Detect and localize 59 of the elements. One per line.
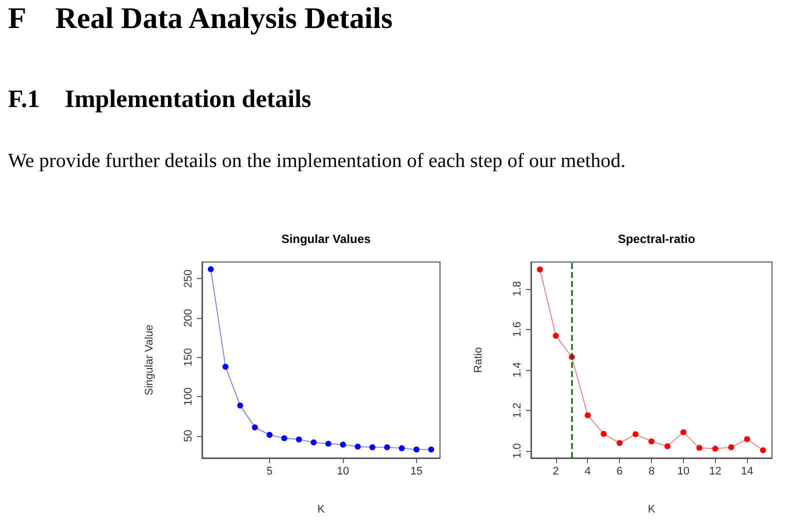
point xyxy=(208,266,214,272)
point xyxy=(325,440,332,447)
point xyxy=(728,444,734,450)
point xyxy=(384,444,390,450)
point xyxy=(616,440,623,446)
point xyxy=(237,402,244,409)
x-tick-label: 2 xyxy=(552,466,559,478)
y-tick-label: 100 xyxy=(182,387,194,406)
x-tick-label: 10 xyxy=(677,466,690,478)
point xyxy=(632,431,639,438)
point xyxy=(369,444,376,450)
point xyxy=(222,364,229,370)
point xyxy=(584,412,591,418)
point xyxy=(648,438,654,444)
y-axis-title: Ratio xyxy=(472,347,484,373)
point xyxy=(340,442,346,448)
x-tick-label: 10 xyxy=(336,466,350,478)
point xyxy=(600,430,607,437)
x-tick-label: 4 xyxy=(584,466,591,478)
y-tick-label: 1.4 xyxy=(512,362,524,378)
point xyxy=(680,429,686,436)
point xyxy=(252,424,258,430)
point xyxy=(536,266,543,272)
point xyxy=(696,444,702,451)
y-tick-label: 1.0 xyxy=(512,443,524,459)
x-axis-title: K xyxy=(317,504,326,516)
point xyxy=(760,447,766,454)
text: F Real Data Analysis Details xyxy=(8,2,393,36)
text: F.1 Implementation details xyxy=(8,86,312,114)
x-tick-label: 5 xyxy=(266,466,273,478)
point xyxy=(398,445,405,452)
y-tick-label: 1.2 xyxy=(512,402,524,418)
point xyxy=(296,436,302,442)
y-tick-label: 1.8 xyxy=(512,281,524,296)
y-tick-label: 1.6 xyxy=(512,322,524,337)
y-tick-label: 150 xyxy=(182,348,194,366)
x-tick-label: 12 xyxy=(709,466,722,478)
text: We provide further details on the implementation of each step of our method. xyxy=(8,150,626,173)
point xyxy=(354,444,361,450)
point xyxy=(664,443,670,450)
y-axis-title: Singular Value xyxy=(144,324,156,396)
point xyxy=(552,332,559,339)
point xyxy=(744,436,750,442)
y-tick-label: 250 xyxy=(182,270,194,288)
y-tick-label: 200 xyxy=(182,308,194,328)
x-tick-label: 15 xyxy=(410,466,423,478)
y-tick-label: 50 xyxy=(182,430,194,442)
x-axis-title: K xyxy=(648,504,656,516)
x-tick-label: 8 xyxy=(648,466,655,478)
point xyxy=(266,432,273,438)
point xyxy=(414,446,420,453)
point xyxy=(712,446,718,452)
point xyxy=(428,446,434,453)
chart-title: Spectral-ratio xyxy=(618,232,696,246)
x-tick-label: 14 xyxy=(741,466,754,478)
point xyxy=(281,435,288,442)
chart-title: Singular Values xyxy=(281,232,372,246)
x-tick-label: 6 xyxy=(616,466,623,478)
point xyxy=(310,439,317,446)
